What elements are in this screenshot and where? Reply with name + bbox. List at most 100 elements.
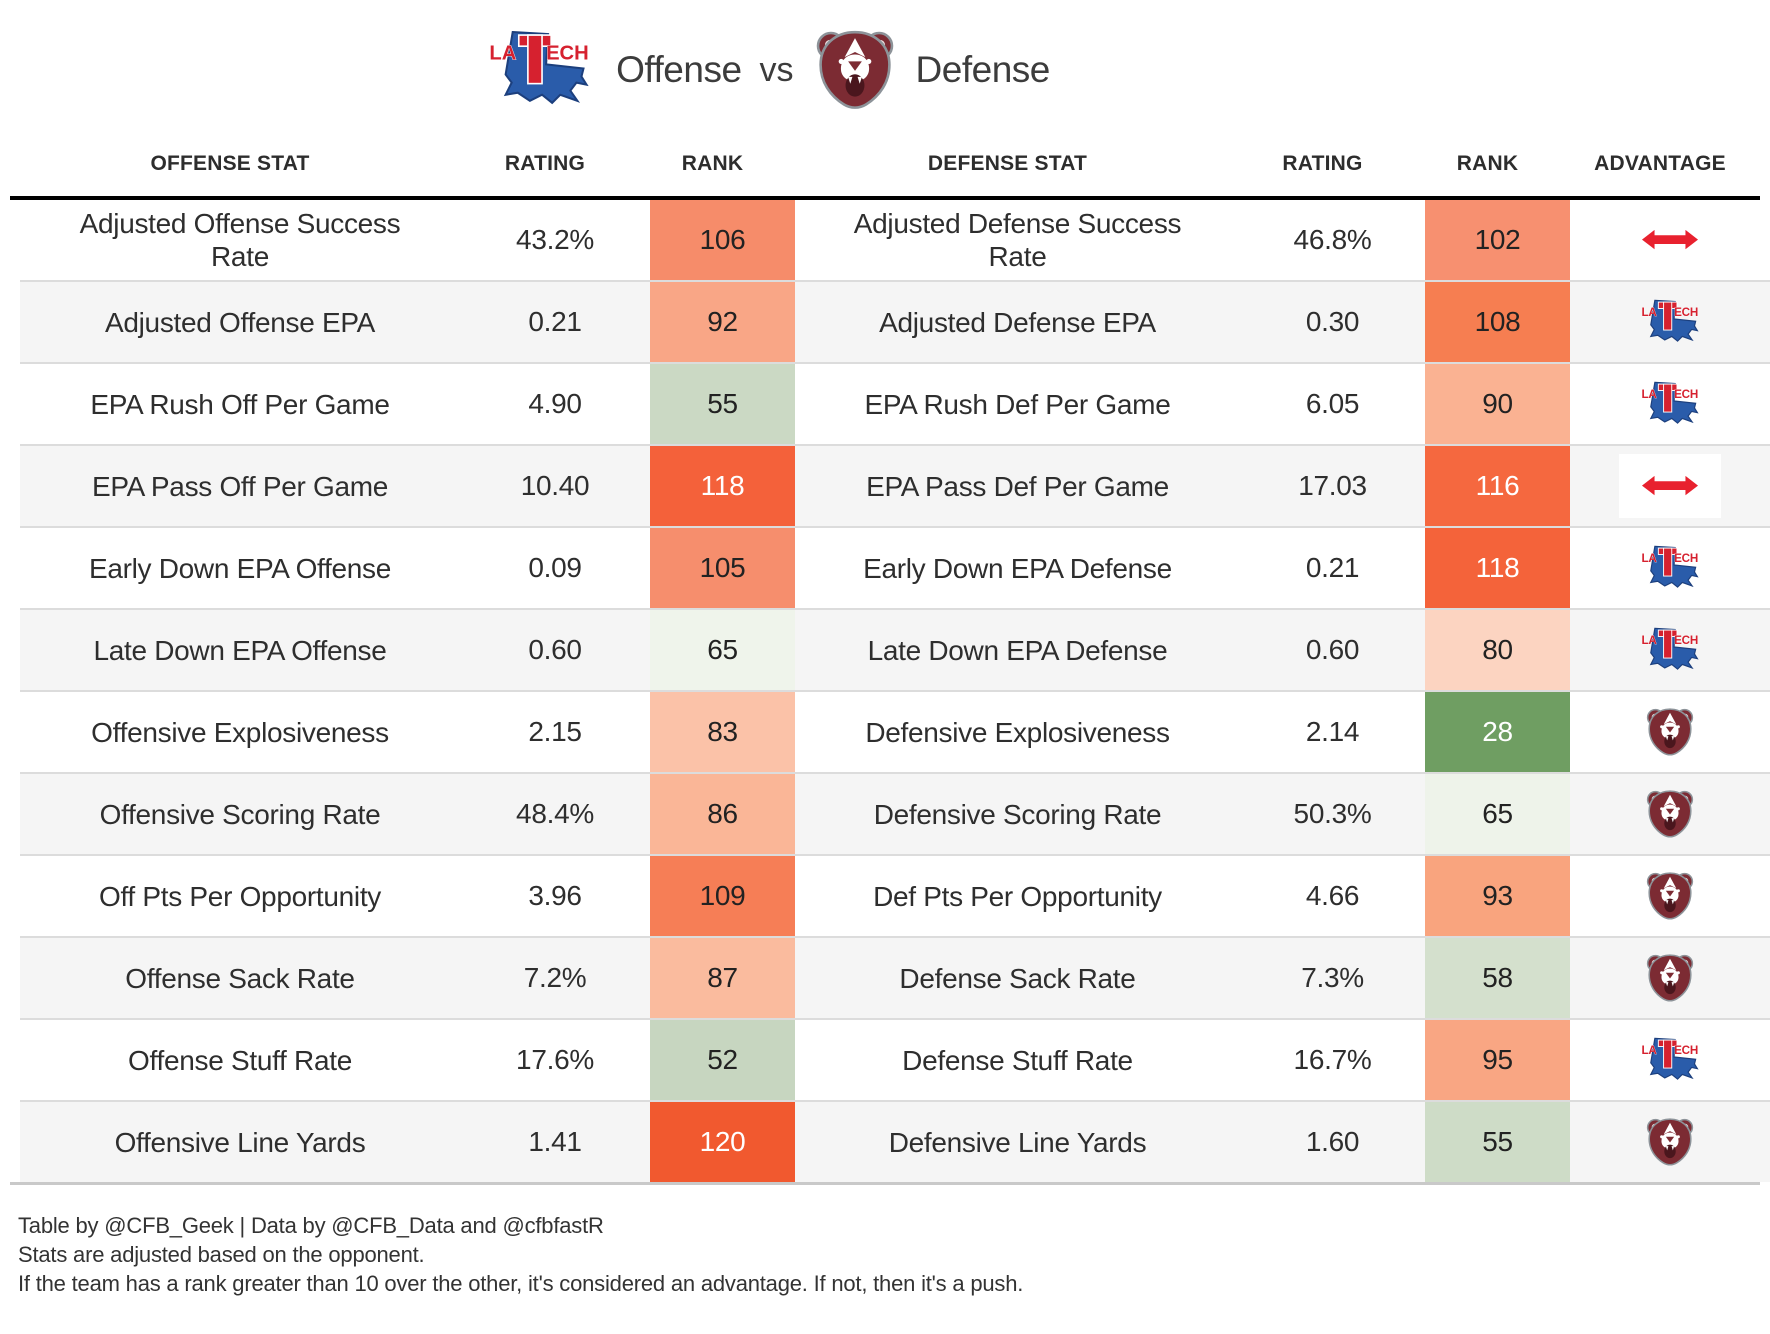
defense-rank-value: 28 <box>1425 692 1570 772</box>
offense-rank-value: 86 <box>650 774 795 854</box>
defense-stat-label: Adjusted Defense Success Rate <box>853 208 1182 272</box>
defense-rank-value: 90 <box>1425 364 1570 444</box>
table-row: Early Down EPA Offense 0.09 105 Early Down … <box>20 526 1770 608</box>
defense-rank-value: 116 <box>1425 446 1570 526</box>
svg-text:ECH: ECH <box>1674 552 1698 565</box>
advantage-cell <box>1570 200 1770 280</box>
defense-rating-value: 0.30 <box>1305 306 1360 337</box>
svg-text:ECH: ECH <box>1674 306 1698 319</box>
col-header-advantage: ADVANTAGE <box>1594 152 1726 175</box>
offense-rating-value: 1.41 <box>528 1126 582 1157</box>
offense-vs-defense-infographic: LA ECH Offense vs Defense OFFENSE STAT R… <box>0 22 1770 1298</box>
bear-logo <box>812 27 898 113</box>
offense-rank-value: 106 <box>650 200 795 280</box>
defense-stat-label: Defense Sack Rate <box>899 962 1136 994</box>
defense-rank-value: 80 <box>1425 610 1570 690</box>
offense-stat-label: Late Down EPA Offense <box>93 634 387 666</box>
advantage-cell <box>1570 446 1770 526</box>
bear-logo-svg <box>1646 1118 1694 1166</box>
push-arrow-icon <box>1619 208 1721 272</box>
defense-rating-value: 4.66 <box>1305 880 1360 911</box>
svg-text:ECH: ECH <box>546 42 589 64</box>
offense-stat-label: Off Pts Per Opportunity <box>98 880 382 912</box>
table-row: Late Down EPA Offense 0.60 65 Late Down EPA… <box>20 608 1770 690</box>
table-row: EPA Rush Off Per Game 4.90 55 EPA Rush Def … <box>20 362 1770 444</box>
latech-logo-svg: LA ECH <box>1641 299 1699 342</box>
defense-rank-value: 58 <box>1425 938 1570 1018</box>
defense-title: Defense <box>915 49 1051 90</box>
defense-rank-value: 118 <box>1425 528 1570 608</box>
push-arrow-svg <box>1641 230 1699 250</box>
defense-stat-label: Adjusted Defense EPA <box>879 306 1156 338</box>
defense-stat-label: Defensive Line Yards <box>888 1126 1147 1158</box>
defense-stat-label: Late Down EPA Defense <box>867 634 1168 666</box>
defense-rank-value: 108 <box>1425 282 1570 362</box>
defense-stat-label: Def Pts Per Opportunity <box>873 880 1162 912</box>
defense-stat-label: Defensive Explosiveness <box>865 716 1170 748</box>
latech-logo: LA ECH <box>480 28 598 113</box>
table-row: Off Pts Per Opportunity 3.96 109 Def Pts Pe… <box>20 854 1770 936</box>
offense-rating-value: 0.09 <box>528 552 582 583</box>
advantage-cell <box>1570 856 1770 936</box>
defense-stat-label: Defensive Scoring Rate <box>873 798 1162 830</box>
advantage-cell: LA ECH <box>1570 528 1770 608</box>
col-header-offense-rank: RANK <box>681 152 744 175</box>
vs-label: vs <box>759 50 794 89</box>
svg-text:LA: LA <box>490 42 517 64</box>
offense-rank-value: 92 <box>650 282 795 362</box>
col-header-defense-stat: DEFENSE STAT <box>927 152 1088 175</box>
offense-rank-value: 109 <box>650 856 795 936</box>
svg-text:LA: LA <box>1641 388 1657 401</box>
bear-logo <box>1644 706 1696 758</box>
table-row: Adjusted Offense Success Rate 43.2% 106 Adj… <box>20 200 1770 280</box>
defense-rating-value: 46.8% <box>1293 224 1372 255</box>
offense-stat-label: Offensive Line Yards <box>114 1126 366 1158</box>
offense-rating-value: 3.96 <box>528 880 582 911</box>
defense-stat-label: Defense Stuff Rate <box>902 1044 1133 1076</box>
defense-rating-value: 1.60 <box>1305 1126 1360 1157</box>
column-headers: OFFENSE STAT RATING RANK DEFENSE STAT RA… <box>10 118 1760 196</box>
bear-logo-svg <box>1646 872 1694 920</box>
svg-text:LA: LA <box>1641 306 1657 319</box>
stats-table: Adjusted Offense Success Rate 43.2% 106 Adj… <box>10 196 1770 1185</box>
note-adjusted: Stats are adjusted based on the opponent… <box>18 1242 425 1267</box>
advantage-cell <box>1570 774 1770 854</box>
defense-stat-label: EPA Pass Def Per Game <box>866 470 1169 502</box>
table-row: Offensive Explosiveness 2.15 83 Defensive E… <box>20 690 1770 772</box>
bear-logo-svg <box>816 30 893 109</box>
latech-logo-svg: LA ECH <box>1641 381 1699 424</box>
push-arrow-svg <box>1641 476 1699 496</box>
defense-rank-value: 65 <box>1425 774 1570 854</box>
latech-logo-svg: LA ECH <box>1641 545 1699 588</box>
defense-rating-value: 0.21 <box>1305 552 1360 583</box>
table-row: Offense Sack Rate 7.2% 87 Defense Sack Rate… <box>20 936 1770 1018</box>
latech-logo-svg: LA ECH <box>1641 1037 1699 1080</box>
defense-rating-value: 16.7% <box>1293 1044 1372 1075</box>
credit-line: Table by @CFB_Geek | Data by @CFB_Data a… <box>18 1213 604 1238</box>
defense-stat-label: Early Down EPA Defense <box>863 552 1172 584</box>
defense-rating-value: 0.60 <box>1305 634 1360 665</box>
svg-text:LA: LA <box>1641 634 1657 647</box>
latech-logo: LA ECH <box>1636 380 1704 429</box>
defense-rating-value: 6.05 <box>1305 388 1360 419</box>
page-title: LA ECH Offense vs Defense <box>0 22 1530 118</box>
svg-text:ECH: ECH <box>1674 634 1698 647</box>
bear-logo <box>1644 1116 1696 1168</box>
col-header-defense-rank: RANK <box>1456 152 1519 175</box>
offense-rating-value: 10.40 <box>520 470 590 501</box>
bear-logo <box>1644 870 1696 922</box>
offense-stat-label: Offense Stuff Rate <box>128 1044 352 1076</box>
svg-text:ECH: ECH <box>1674 1044 1698 1057</box>
bear-logo <box>1644 788 1696 840</box>
push-arrow-icon <box>1619 454 1721 518</box>
svg-text:LA: LA <box>1641 1044 1657 1057</box>
offense-rank-value: 65 <box>650 610 795 690</box>
svg-text:LA: LA <box>1641 552 1657 565</box>
table-row: Adjusted Offense EPA 0.21 92 Adjusted Defen… <box>20 280 1770 362</box>
offense-stat-label: Adjusted Offense EPA <box>104 306 376 338</box>
defense-rank-value: 93 <box>1425 856 1570 936</box>
footer-notes: Table by @CFB_Geek | Data by @CFB_Data a… <box>18 1211 1770 1298</box>
offense-stat-label: EPA Pass Off Per Game <box>91 470 389 502</box>
offense-rating-value: 7.2% <box>523 962 587 993</box>
bear-logo-svg <box>1646 790 1694 838</box>
